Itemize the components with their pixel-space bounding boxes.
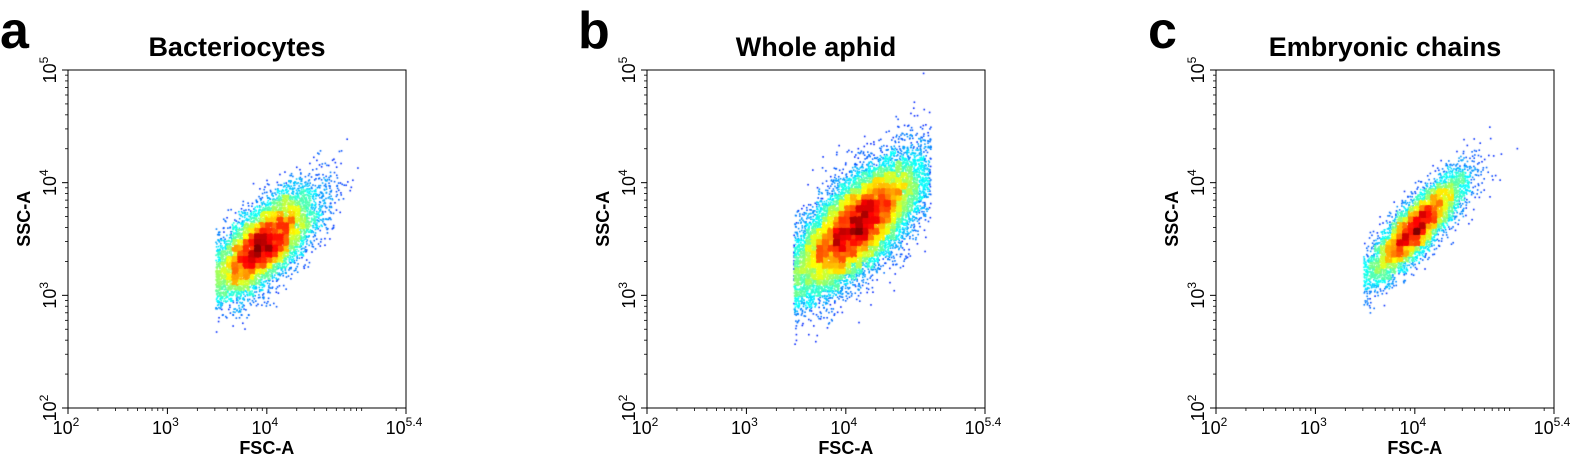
panel-title: Embryonic chains <box>1269 32 1502 62</box>
x-axis-label: FSC-A <box>239 438 294 456</box>
y-tick-label: 104 <box>1185 169 1208 196</box>
scatter-canvas <box>68 70 406 408</box>
scatter-canvas <box>647 70 985 408</box>
y-tick-exponent: 3 <box>37 282 51 289</box>
scatter-points <box>647 70 985 408</box>
x-tick-exponent: 4 <box>850 415 857 429</box>
y-axis-label: SSC-A <box>1162 191 1182 247</box>
x-tick-label: 105.4 <box>1534 415 1571 438</box>
x-tick-exponent: 2 <box>73 415 80 429</box>
y-tick-exponent: 4 <box>37 169 51 176</box>
y-tick-exponent: 5 <box>1185 56 1199 63</box>
y-tick-exponent: 2 <box>37 394 51 401</box>
panel-letter: a <box>0 2 30 60</box>
y-tick-label: 105 <box>616 56 639 83</box>
y-tick-label: 104 <box>616 169 639 196</box>
x-tick-label: 103 <box>731 415 758 438</box>
x-tick-exponent: 2 <box>652 415 659 429</box>
x-tick-exponent: 5.4 <box>406 415 423 429</box>
x-tick-exponent: 4 <box>271 415 278 429</box>
y-axis-label: SSC-A <box>14 191 34 247</box>
y-tick-label: 102 <box>1185 394 1208 421</box>
x-tick-exponent: 3 <box>172 415 179 429</box>
x-tick-exponent: 3 <box>1320 415 1327 429</box>
x-tick-label: 103 <box>1300 415 1327 438</box>
x-tick-exponent: 4 <box>1419 415 1426 429</box>
y-tick-exponent: 4 <box>1185 169 1199 176</box>
y-tick-label: 102 <box>616 394 639 421</box>
y-tick-label: 103 <box>616 282 639 309</box>
y-tick-exponent: 2 <box>616 394 630 401</box>
y-tick-exponent: 5 <box>616 56 630 63</box>
x-axis-label: FSC-A <box>818 438 873 456</box>
y-tick-label: 104 <box>37 169 60 196</box>
y-tick-exponent: 4 <box>616 169 630 176</box>
panel-letter: c <box>1148 2 1177 60</box>
y-tick-label: 103 <box>37 282 60 309</box>
x-tick-label: 104 <box>251 415 278 438</box>
y-tick-exponent: 3 <box>1185 282 1199 289</box>
x-tick-label: 103 <box>152 415 179 438</box>
panel-title: Bacteriocytes <box>148 32 325 62</box>
x-tick-exponent: 3 <box>751 415 758 429</box>
y-axis-label: SSC-A <box>593 191 613 247</box>
y-tick-exponent: 5 <box>37 56 51 63</box>
scatter-points <box>68 70 406 408</box>
x-tick-exponent: 2 <box>1221 415 1228 429</box>
x-tick-label: 105.4 <box>965 415 1002 438</box>
scatter-canvas <box>1216 70 1554 408</box>
y-tick-label: 102 <box>37 394 60 421</box>
y-tick-exponent: 2 <box>1185 394 1199 401</box>
panel-letter: b <box>578 2 610 60</box>
x-axis-label: FSC-A <box>1387 438 1442 456</box>
x-tick-exponent: 5.4 <box>985 415 1002 429</box>
x-tick-label: 104 <box>1399 415 1426 438</box>
x-tick-exponent: 5.4 <box>1554 415 1571 429</box>
x-tick-label: 104 <box>830 415 857 438</box>
y-tick-exponent: 3 <box>616 282 630 289</box>
x-tick-label: 105.4 <box>386 415 423 438</box>
panel-title: Whole aphid <box>736 32 896 62</box>
scatter-points <box>1216 70 1554 408</box>
y-tick-label: 105 <box>37 56 60 83</box>
y-tick-label: 105 <box>1185 56 1208 83</box>
y-tick-label: 103 <box>1185 282 1208 309</box>
